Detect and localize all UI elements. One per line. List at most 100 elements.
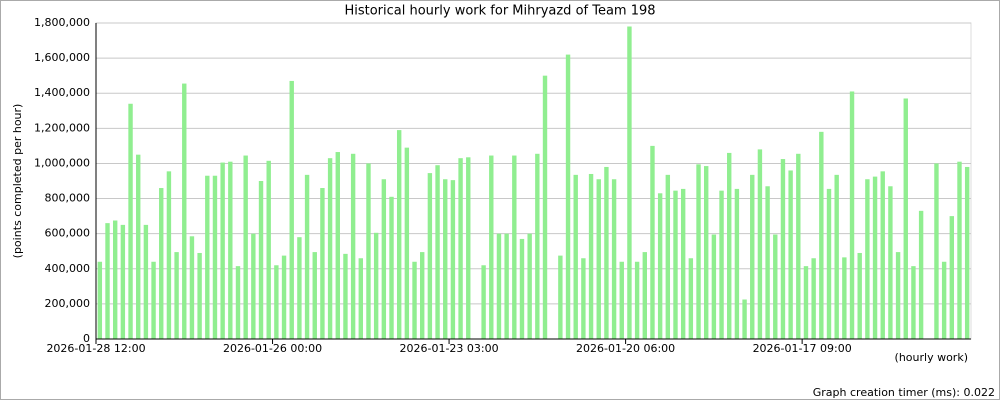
bar — [220, 162, 225, 339]
y-tick-label: 1,400,000 — [34, 86, 90, 99]
bar — [903, 98, 908, 339]
bar — [596, 179, 601, 339]
bar — [757, 149, 763, 339]
bar — [358, 258, 364, 339]
bar — [650, 145, 655, 339]
bar — [688, 258, 694, 339]
x-tick-label: 2026-01-28 12:00 — [46, 342, 145, 355]
bar — [573, 174, 578, 339]
bar — [97, 261, 103, 339]
bar — [680, 188, 686, 339]
bar — [266, 160, 271, 339]
bar — [404, 147, 410, 339]
bar — [934, 163, 939, 339]
bar — [941, 261, 947, 339]
bar — [611, 179, 617, 339]
bar — [205, 175, 210, 339]
y-tick-label: 1,000,000 — [34, 156, 90, 169]
bar — [888, 186, 893, 339]
bar — [105, 223, 110, 339]
bar — [519, 238, 525, 339]
bar — [865, 179, 870, 339]
bar — [634, 261, 640, 339]
bar — [665, 174, 671, 339]
bar — [496, 233, 502, 339]
bar — [320, 188, 325, 339]
bar — [136, 154, 141, 339]
bar — [727, 152, 732, 339]
bar — [228, 161, 233, 339]
bar — [895, 252, 901, 339]
bar — [312, 252, 317, 339]
x-axis-label: (hourly work) — [895, 351, 968, 364]
bar — [335, 152, 340, 339]
y-tick-label: 1,800,000 — [34, 16, 90, 29]
bar — [803, 266, 809, 339]
bar — [381, 179, 387, 339]
bar — [212, 175, 218, 339]
bar — [734, 188, 740, 339]
bar — [619, 261, 624, 339]
chart-title: Historical hourly work for Mihryazd of T… — [344, 4, 655, 19]
bar — [251, 233, 256, 339]
y-tick-label: 1,200,000 — [34, 121, 90, 134]
bar — [703, 166, 709, 339]
x-tick-label: 2026-01-26 00:00 — [223, 342, 322, 355]
bar — [581, 258, 586, 339]
bar — [872, 176, 878, 339]
bar — [289, 80, 294, 339]
bar — [373, 232, 379, 339]
bar — [964, 166, 970, 339]
bar — [435, 165, 440, 339]
bar — [412, 261, 417, 339]
bar — [642, 252, 647, 339]
bar — [834, 174, 839, 339]
bar — [343, 253, 348, 339]
bar — [911, 266, 916, 339]
footer: Graph creation timer (ms): 0.022 — [813, 386, 995, 399]
bar — [711, 234, 717, 339]
bar — [189, 236, 195, 339]
bar — [182, 83, 187, 339]
bar — [389, 196, 394, 339]
y-axis-label: (points completed per hour) — [11, 104, 24, 259]
bar — [918, 210, 924, 339]
bar — [558, 255, 563, 339]
bar — [197, 252, 202, 339]
y-tick-label: 0 — [83, 332, 90, 345]
bar — [258, 181, 264, 339]
bar — [857, 252, 862, 339]
bar — [327, 158, 333, 339]
bar — [504, 233, 509, 339]
bar — [673, 190, 678, 339]
bar — [274, 265, 279, 339]
bar — [750, 174, 755, 339]
bar — [481, 265, 486, 339]
bar — [151, 261, 156, 339]
bar — [396, 130, 402, 339]
bar — [627, 26, 632, 340]
bar — [788, 170, 793, 339]
bar — [588, 173, 594, 339]
bar — [512, 155, 517, 339]
bar — [657, 193, 663, 339]
bar — [143, 224, 149, 339]
bar — [366, 163, 371, 339]
bar — [696, 164, 701, 339]
bar — [427, 173, 433, 339]
bar — [420, 252, 425, 339]
bar — [819, 131, 824, 339]
bar — [489, 155, 494, 339]
bar — [535, 153, 540, 339]
y-tick-label: 400,000 — [45, 262, 91, 275]
bar — [235, 266, 241, 339]
x-tick-label: 2026-01-23 03:00 — [400, 342, 499, 355]
bar — [880, 171, 885, 339]
bar — [297, 237, 302, 339]
bar — [796, 153, 801, 339]
bar — [849, 91, 855, 339]
bar — [565, 54, 571, 339]
bar — [174, 252, 179, 339]
bar — [527, 233, 532, 339]
bar — [350, 153, 356, 339]
